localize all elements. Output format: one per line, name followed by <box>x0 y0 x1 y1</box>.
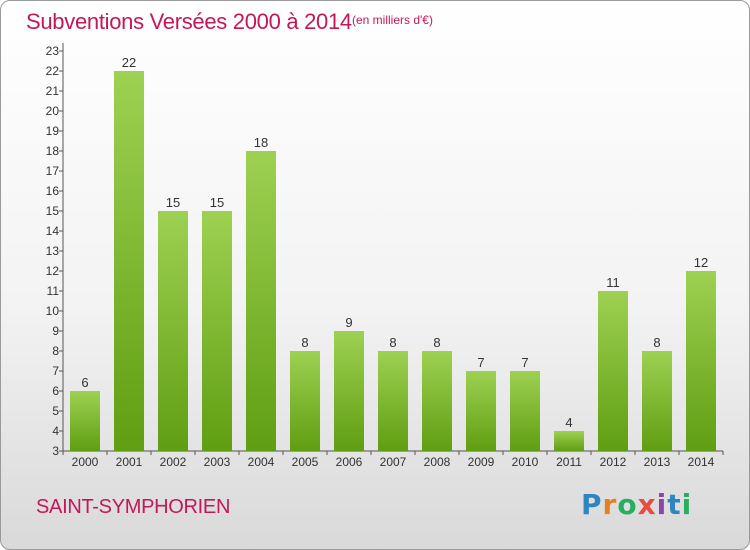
data-label: 4 <box>565 415 572 430</box>
y-tick-label: 14 <box>46 224 60 238</box>
x-tick-label: 2009 <box>468 455 495 469</box>
y-axis: 3 4 5 6 7 8 9 10 11 12 13 14 15 16 17 18 19 20 21 22 23 <box>46 43 64 458</box>
y-tick-label: 17 <box>46 164 60 178</box>
x-tick-label: 2008 <box>424 455 451 469</box>
y-tick-label: 23 <box>46 44 60 58</box>
bar <box>334 331 364 451</box>
y-tick-label: 11 <box>47 284 60 298</box>
x-tick-label: 2003 <box>204 455 231 469</box>
y-tick-label: 13 <box>46 244 60 258</box>
data-label: 15 <box>210 195 224 210</box>
y-tick-label: 10 <box>46 304 60 318</box>
y-tick-label: 4 <box>52 424 59 438</box>
data-labels: 6 22 15 15 18 8 9 8 8 7 7 4 11 8 12 <box>81 55 708 430</box>
chart-subtitle: (en milliers d'€) <box>352 13 433 27</box>
data-label: 6 <box>81 375 88 390</box>
chart-title: Subventions Versées 2000 à 2014 <box>26 9 352 34</box>
logo-letter: i <box>681 488 693 521</box>
bar <box>70 391 100 451</box>
data-label: 18 <box>254 135 268 150</box>
y-tick-label: 5 <box>52 404 59 418</box>
bar <box>598 291 628 451</box>
x-tick-label: 2006 <box>336 455 363 469</box>
data-label: 8 <box>653 335 660 350</box>
data-label: 7 <box>477 355 484 370</box>
y-tick-label: 20 <box>46 104 60 118</box>
logo-letter: P <box>581 488 603 521</box>
y-tick-label: 19 <box>46 124 60 138</box>
y-tick-label: 18 <box>46 144 60 158</box>
x-tick-label: 2002 <box>160 455 187 469</box>
bar <box>114 71 144 451</box>
x-tick-label: 2005 <box>292 455 319 469</box>
data-label: 12 <box>694 255 708 270</box>
logo-letter: r <box>602 488 618 521</box>
bar <box>378 351 408 451</box>
x-tick-label: 2010 <box>512 455 539 469</box>
y-tick-label: 21 <box>46 84 60 98</box>
bar <box>158 211 188 451</box>
data-label: 22 <box>122 55 136 70</box>
x-tick-label: 2004 <box>248 455 275 469</box>
y-tick-label: 7 <box>52 364 59 378</box>
x-tick-label: 2011 <box>556 455 582 469</box>
proxiti-logo: Proxiti <box>581 488 692 521</box>
data-label: 8 <box>301 335 308 350</box>
x-tick-label: 2013 <box>644 455 671 469</box>
bar <box>642 351 672 451</box>
y-tick-label: 8 <box>52 344 59 358</box>
y-tick-label: 6 <box>52 384 59 398</box>
y-tick-label: 3 <box>52 444 59 458</box>
bar <box>202 211 232 451</box>
bar <box>510 371 540 451</box>
x-tick-label: 2000 <box>72 455 99 469</box>
x-axis: 2000 2001 2002 2003 2004 2005 2006 2007 2008 2009… <box>62 450 724 469</box>
x-tick-label: 2012 <box>600 455 627 469</box>
commune-name: SAINT-SYMPHORIEN <box>36 496 231 518</box>
data-label: 8 <box>433 335 440 350</box>
y-tick-label: 22 <box>46 64 60 78</box>
y-tick-label: 12 <box>46 264 60 278</box>
data-label: 11 <box>606 275 620 290</box>
bar <box>290 351 320 451</box>
logo-letter: i <box>656 488 668 521</box>
y-tick-label: 16 <box>46 184 60 198</box>
x-tick-label: 2007 <box>380 455 407 469</box>
y-tick-label: 15 <box>46 204 60 218</box>
bar <box>246 151 276 451</box>
bars <box>70 71 716 451</box>
x-tick-label: 2001 <box>116 455 143 469</box>
logo-letter: t <box>667 488 682 521</box>
bar <box>686 271 716 451</box>
data-label: 8 <box>389 335 396 350</box>
bar <box>554 431 584 451</box>
logo-letter: x <box>637 488 657 521</box>
data-label: 7 <box>521 355 528 370</box>
logo-letter: o <box>617 488 638 521</box>
y-tick-label: 9 <box>52 324 59 338</box>
data-label: 9 <box>345 315 352 330</box>
bar <box>466 371 496 451</box>
x-tick-label: 2014 <box>688 455 715 469</box>
bar <box>422 351 452 451</box>
data-label: 15 <box>166 195 180 210</box>
